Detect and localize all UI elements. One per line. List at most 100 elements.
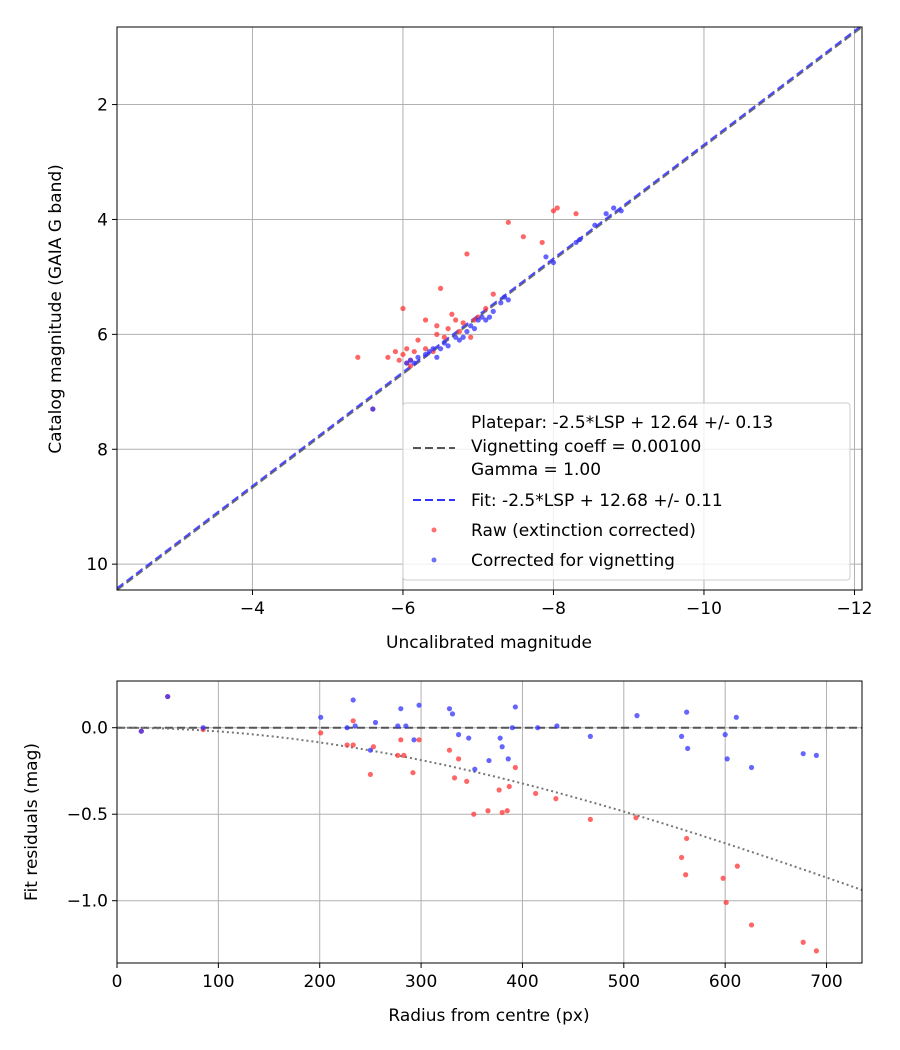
p2-x-ticks: 0 100 200 300 400 500 600 700 <box>112 963 843 992</box>
corrected-point <box>724 756 730 762</box>
raw-point <box>734 863 740 869</box>
raw-point <box>633 815 639 821</box>
corrected-point <box>165 693 171 700</box>
corrected-point <box>505 756 511 762</box>
corrected-point <box>722 732 728 738</box>
corrected-point <box>479 314 485 320</box>
raw-point <box>455 756 462 762</box>
p2-axes-frame <box>116 680 863 964</box>
raw-point <box>395 752 401 758</box>
raw-point <box>813 948 819 954</box>
corrected-point <box>416 702 422 708</box>
x-tick-label: 600 <box>709 972 741 992</box>
corrected-point <box>486 314 493 320</box>
corrected-point <box>497 735 503 741</box>
corrected-point <box>449 711 456 717</box>
corrected-point <box>411 737 417 743</box>
raw-point <box>684 835 690 842</box>
corrected-point <box>404 360 410 366</box>
legend-vignetting-label: Vignetting coeff = 0.00100 <box>471 437 701 457</box>
raw-point <box>398 737 404 743</box>
corrected-point <box>468 323 474 329</box>
raw-point <box>344 742 350 748</box>
raw-point <box>350 742 356 748</box>
corrected-point <box>434 354 440 360</box>
x-tick-label: 400 <box>506 972 538 992</box>
corrected-point <box>813 752 819 758</box>
corrected-point <box>370 406 376 412</box>
corrected-point <box>475 317 481 323</box>
y-tick-label: −0.5 <box>67 805 108 825</box>
raw-point <box>350 718 356 724</box>
legend-fit-label: Fit: -2.5*LSP + 12.68 +/- 0.11 <box>471 491 723 511</box>
y-tick-label: 2 <box>97 96 108 116</box>
raw-point <box>723 899 729 906</box>
raw-point <box>437 285 444 291</box>
raw-point <box>533 790 539 797</box>
corrected-point <box>550 259 557 266</box>
x-tick-label: 0 <box>112 972 123 992</box>
raw-point <box>367 771 374 778</box>
raw-point <box>504 808 510 814</box>
p1-points <box>355 205 624 412</box>
corrected-point <box>684 709 690 715</box>
raw-point <box>456 328 462 335</box>
legend-raw-marker <box>431 527 437 533</box>
corrected-point <box>456 337 462 343</box>
corrected-point <box>733 714 739 720</box>
corrected-point <box>200 725 206 731</box>
p1-axes-frame <box>116 26 863 591</box>
corrected-point <box>678 733 685 739</box>
y-tick-label: 8 <box>97 440 108 460</box>
x-tick-label: −4 <box>240 599 265 619</box>
x-tick-label: −12 <box>837 599 873 619</box>
p2-x-axis-label: Radius from centre (px) <box>388 1006 589 1026</box>
raw-point <box>370 744 377 750</box>
raw-point <box>392 348 399 355</box>
corrected-point <box>437 346 444 352</box>
raw-point <box>318 730 324 736</box>
corrected-point <box>426 348 432 355</box>
corrected-point <box>535 725 541 731</box>
p1-y-axis-label: Catalog magnitude (GAIA G band) <box>46 164 66 454</box>
x-tick-label: 200 <box>303 972 335 992</box>
corrected-point <box>592 222 598 228</box>
corrected-point <box>573 239 579 246</box>
p1-x-ticks: −4 −6 −8 −10 −12 <box>240 590 872 619</box>
corrected-point <box>543 254 549 260</box>
corrected-point <box>466 735 472 741</box>
raw-point <box>483 305 489 312</box>
legend-gamma-label: Gamma = 1.00 <box>471 460 601 480</box>
raw-point <box>553 796 559 802</box>
corrected-point <box>748 764 755 771</box>
p1-x-axis-label: Uncalibrated magnitude <box>386 633 592 653</box>
corrected-point <box>403 723 409 729</box>
raw-point <box>678 854 685 861</box>
corrected-point <box>464 328 470 335</box>
raw-point <box>471 317 478 323</box>
p1-y-ticks: 2 4 6 8 10 <box>86 96 117 575</box>
corrected-point <box>395 723 401 729</box>
p1-legend: Platepar: -2.5*LSP + 12.64 +/- 0.13 Vign… <box>402 402 851 581</box>
raw-point <box>539 239 545 246</box>
p2-lines <box>117 726 862 891</box>
corrected-point <box>490 308 496 314</box>
raw-point <box>396 357 402 363</box>
x-tick-label: 100 <box>202 972 234 992</box>
raw-point <box>446 747 453 753</box>
corrected-point <box>411 360 417 366</box>
corrected-point <box>498 300 504 306</box>
corrected-point <box>685 745 691 752</box>
magnitude-plot: −4 −6 −8 −10 −12 2 4 6 8 10 Uncalibrated magnitu… <box>46 26 872 653</box>
raw-point <box>401 752 407 758</box>
residuals-plot: 0 100 200 300 400 500 600 700 0.0 −0.5 −1.0 Radiu… <box>22 680 863 1026</box>
raw-point <box>496 787 502 793</box>
x-tick-label: 500 <box>608 972 640 992</box>
corrected-point <box>618 208 624 214</box>
raw-point <box>520 234 526 240</box>
corrected-point <box>455 732 462 738</box>
corrected-point <box>407 357 414 363</box>
y-tick-label: 4 <box>97 210 108 230</box>
corrected-point <box>501 294 508 300</box>
raw-point <box>355 354 361 360</box>
